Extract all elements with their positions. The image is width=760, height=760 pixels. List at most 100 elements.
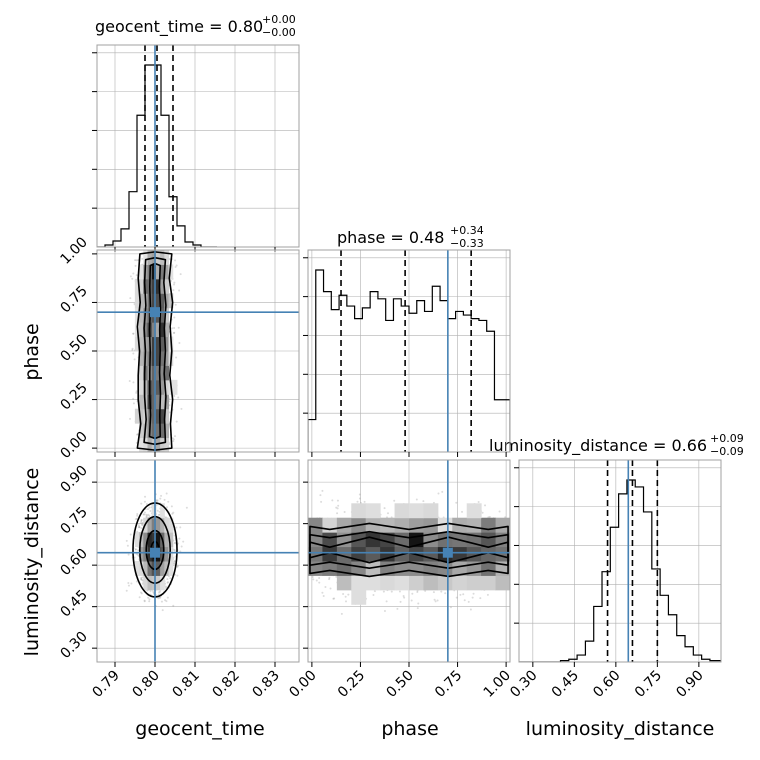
density-bin [168, 264, 174, 280]
sample-point [159, 596, 162, 599]
sample-point [158, 510, 161, 513]
density-bin [155, 293, 161, 309]
sample-point [167, 581, 170, 584]
density-bin [164, 546, 170, 562]
title-phase-plus: +0.34 [450, 224, 484, 237]
density-bin [139, 423, 144, 439]
sample-point [148, 514, 151, 517]
sample-point [132, 332, 135, 335]
title-luminosity-distance: luminosity_distance = 0.66 [489, 436, 707, 456]
density-bin [147, 575, 153, 591]
sample-point [312, 578, 315, 581]
density-bin [139, 365, 144, 381]
ylabel-luminosity-distance: luminosity_distance [21, 468, 43, 657]
sample-point [174, 541, 177, 544]
sample-point [176, 574, 179, 577]
sample-point [432, 591, 435, 594]
sample-point [321, 591, 324, 594]
sample-point [168, 411, 171, 414]
y-tick-label-phase: 0.50 [57, 331, 90, 364]
density-bin [160, 278, 165, 294]
y-tick-label-luminosity_distance: 0.45 [57, 587, 90, 620]
density-bin [160, 250, 165, 265]
sample-point [462, 593, 465, 596]
sample-point [136, 433, 139, 436]
sample-point [164, 599, 167, 602]
panel-luminosity_distance-luminosity_distance: 0.30 0.45 0.60 0.75 0.90 [507, 459, 722, 701]
density-bin [160, 561, 165, 576]
sample-point [140, 577, 143, 580]
density-bin [139, 336, 144, 352]
sample-point [410, 599, 413, 602]
density-bin [143, 561, 148, 576]
sample-point [172, 511, 175, 514]
sample-point [444, 592, 447, 595]
sample-point [144, 495, 147, 498]
sample-point [147, 596, 150, 599]
density-bin [151, 532, 157, 548]
sample-point [174, 303, 177, 306]
y-tick-label-phase: 0.25 [57, 380, 90, 413]
sample-point [386, 512, 389, 515]
sample-point [416, 590, 419, 593]
title-phase: phase = 0.48 [337, 228, 444, 247]
density-bin [134, 336, 140, 352]
sample-point [166, 578, 169, 581]
sample-point [131, 277, 134, 280]
density-bin [151, 379, 157, 395]
x-tick-label-luminosity_distance: 0.45 [549, 668, 582, 701]
sample-point [185, 506, 188, 509]
sample-point [176, 565, 179, 568]
sample-point [174, 265, 177, 268]
density-bin [139, 437, 144, 452]
density-bin [164, 307, 170, 323]
sample-point [356, 500, 359, 503]
sample-point [344, 595, 347, 598]
density-bin [147, 546, 153, 562]
sample-point [147, 513, 150, 516]
density-bin [139, 394, 144, 410]
sample-point [311, 575, 314, 578]
sample-point [363, 500, 366, 503]
title-phase-minus: −0.33 [450, 237, 484, 250]
sample-point [138, 525, 141, 528]
sample-point [132, 272, 135, 275]
sample-point [146, 514, 149, 517]
density-bin [155, 517, 161, 533]
sample-point [417, 602, 420, 605]
sample-point [134, 548, 137, 551]
density-bin [164, 365, 170, 381]
sample-point [129, 297, 132, 300]
density-bin [143, 322, 148, 338]
density-bin [168, 561, 174, 576]
sample-point [180, 545, 183, 548]
density-bin [139, 307, 144, 323]
histogram-clip-group [519, 460, 721, 662]
sample-point [433, 598, 436, 601]
sample-point [385, 600, 388, 603]
y-tick-label-phase: 0.00 [57, 429, 90, 462]
title-luminosity-distance-plus: +0.09 [710, 432, 744, 445]
density-bin [164, 293, 170, 309]
density-bin [164, 250, 170, 265]
density-bin [155, 408, 161, 424]
sample-point [134, 548, 137, 551]
sample-point [172, 438, 175, 441]
sample-point [166, 581, 169, 584]
sample-point [157, 513, 160, 516]
sample-point [481, 511, 484, 514]
sample-point [140, 520, 143, 523]
sample-point [373, 590, 376, 593]
density-bin [164, 561, 170, 576]
sample-point [174, 542, 177, 545]
density-bin [143, 250, 148, 265]
sample-point [135, 580, 138, 583]
sample-point [152, 590, 155, 593]
density-bin [143, 575, 148, 591]
sample-point [140, 502, 143, 505]
sample-point [163, 498, 166, 501]
y-tick-label-luminosity_distance: 0.90 [57, 463, 90, 496]
density-bin [151, 322, 157, 338]
sample-point [383, 507, 386, 510]
sample-point [158, 591, 161, 594]
